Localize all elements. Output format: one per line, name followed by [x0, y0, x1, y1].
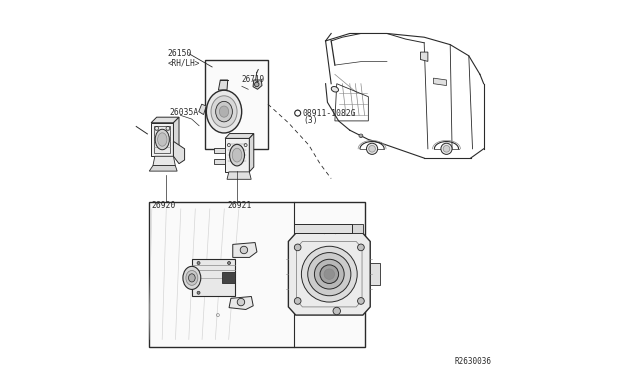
Ellipse shape	[183, 266, 201, 289]
Polygon shape	[153, 156, 175, 166]
Circle shape	[197, 291, 200, 294]
Polygon shape	[225, 134, 254, 138]
Circle shape	[255, 82, 259, 87]
Polygon shape	[351, 224, 363, 233]
Circle shape	[301, 246, 357, 302]
Ellipse shape	[211, 96, 237, 128]
Circle shape	[358, 244, 364, 251]
Text: 08911-1082G: 08911-1082G	[302, 109, 356, 118]
Ellipse shape	[359, 134, 363, 138]
Text: (3): (3)	[303, 116, 318, 125]
Polygon shape	[214, 159, 225, 164]
Polygon shape	[154, 126, 170, 153]
Ellipse shape	[157, 133, 167, 146]
Circle shape	[369, 145, 376, 152]
Polygon shape	[433, 78, 447, 86]
Ellipse shape	[332, 87, 339, 92]
Text: R2630036: R2630036	[454, 357, 491, 366]
Polygon shape	[289, 233, 370, 315]
Circle shape	[320, 265, 339, 283]
Bar	[205, 60, 268, 149]
Polygon shape	[173, 117, 179, 156]
Text: 26920: 26920	[152, 201, 176, 210]
Text: <RH/LH>: <RH/LH>	[168, 59, 200, 68]
Ellipse shape	[206, 90, 242, 133]
Text: 26035A: 26035A	[170, 108, 198, 117]
Ellipse shape	[189, 274, 195, 282]
Circle shape	[443, 145, 450, 152]
Ellipse shape	[230, 144, 244, 166]
Text: 26150: 26150	[168, 49, 192, 58]
Circle shape	[441, 143, 452, 154]
Circle shape	[360, 135, 362, 137]
Polygon shape	[214, 148, 225, 153]
Circle shape	[333, 307, 340, 315]
Polygon shape	[151, 123, 173, 156]
Polygon shape	[218, 80, 228, 90]
Polygon shape	[227, 172, 251, 179]
Polygon shape	[149, 166, 177, 171]
Ellipse shape	[186, 270, 198, 285]
Text: 26921: 26921	[228, 201, 252, 210]
Polygon shape	[250, 134, 254, 172]
Polygon shape	[233, 243, 257, 257]
Circle shape	[228, 262, 230, 264]
Polygon shape	[420, 52, 428, 61]
Ellipse shape	[232, 148, 242, 162]
Polygon shape	[370, 263, 380, 285]
Polygon shape	[253, 80, 262, 89]
Circle shape	[314, 259, 344, 289]
Circle shape	[308, 253, 351, 296]
Circle shape	[324, 269, 335, 279]
Polygon shape	[221, 272, 235, 283]
Ellipse shape	[216, 102, 232, 122]
Ellipse shape	[156, 129, 170, 150]
Circle shape	[367, 143, 378, 154]
Circle shape	[294, 244, 301, 251]
Polygon shape	[229, 296, 253, 310]
Polygon shape	[151, 117, 179, 123]
Polygon shape	[192, 259, 235, 296]
Text: 26719: 26719	[242, 76, 265, 84]
Bar	[149, 202, 365, 347]
Polygon shape	[294, 224, 351, 233]
Polygon shape	[173, 141, 184, 164]
Circle shape	[358, 298, 364, 304]
Polygon shape	[199, 104, 206, 115]
Ellipse shape	[220, 106, 228, 117]
Circle shape	[294, 298, 301, 304]
Circle shape	[237, 298, 244, 306]
Circle shape	[294, 110, 301, 116]
Circle shape	[197, 262, 200, 264]
Polygon shape	[225, 138, 250, 172]
Circle shape	[240, 246, 248, 254]
